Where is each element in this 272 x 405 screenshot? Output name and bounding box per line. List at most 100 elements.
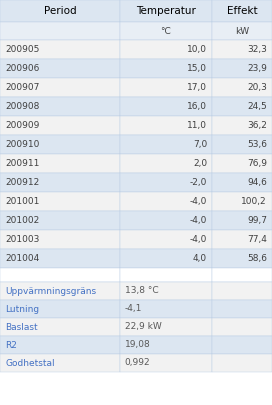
Text: Uppvärmningsgräns: Uppvärmningsgräns [5, 286, 96, 296]
Text: 4,0: 4,0 [193, 254, 207, 263]
Bar [0, 336, 120, 354]
Bar [212, 268, 272, 282]
Bar [0, 230, 120, 249]
Bar [0, 135, 120, 154]
Bar [0, 211, 120, 230]
Text: 200907: 200907 [5, 83, 39, 92]
Text: 94,6: 94,6 [247, 178, 267, 187]
Text: 58,6: 58,6 [247, 254, 267, 263]
Bar [120, 116, 212, 135]
Text: 22,9 kW: 22,9 kW [125, 322, 161, 332]
Text: 20,3: 20,3 [247, 83, 267, 92]
Bar [120, 300, 212, 318]
Bar [212, 0, 272, 22]
Text: 201003: 201003 [5, 235, 39, 244]
Bar [120, 230, 212, 249]
Bar [120, 22, 212, 40]
Bar [0, 78, 120, 97]
Bar [212, 78, 272, 97]
Text: 53,6: 53,6 [247, 140, 267, 149]
Bar [120, 318, 212, 336]
Text: 201002: 201002 [5, 216, 39, 225]
Text: 77,4: 77,4 [247, 235, 267, 244]
Bar [0, 116, 120, 135]
Text: 13,8 °C: 13,8 °C [125, 286, 158, 296]
Text: Baslast: Baslast [5, 322, 38, 332]
Bar [212, 230, 272, 249]
Text: 201004: 201004 [5, 254, 39, 263]
Bar [212, 173, 272, 192]
Text: °C: °C [160, 26, 171, 36]
Text: 2,0: 2,0 [193, 159, 207, 168]
Text: 0,992: 0,992 [125, 358, 150, 367]
Bar [212, 116, 272, 135]
Bar [0, 22, 120, 40]
Bar [0, 249, 120, 268]
Bar [0, 268, 120, 282]
Text: 200910: 200910 [5, 140, 39, 149]
Bar [0, 59, 120, 78]
Text: Lutning: Lutning [5, 305, 39, 313]
Bar [120, 0, 212, 22]
Text: 100,2: 100,2 [241, 197, 267, 206]
Text: Period: Period [44, 6, 76, 16]
Bar [120, 173, 212, 192]
Bar [212, 354, 272, 372]
Text: 99,7: 99,7 [247, 216, 267, 225]
Bar [0, 97, 120, 116]
Bar [212, 300, 272, 318]
Text: 16,0: 16,0 [187, 102, 207, 111]
Text: Godhetstal: Godhetstal [5, 358, 55, 367]
Text: 17,0: 17,0 [187, 83, 207, 92]
Bar [120, 354, 212, 372]
Text: 200906: 200906 [5, 64, 39, 73]
Text: 201001: 201001 [5, 197, 39, 206]
Text: 24,5: 24,5 [247, 102, 267, 111]
Text: -4,1: -4,1 [125, 305, 142, 313]
Bar [0, 173, 120, 192]
Bar [120, 154, 212, 173]
Text: 200908: 200908 [5, 102, 39, 111]
Text: -4,0: -4,0 [190, 235, 207, 244]
Text: 11,0: 11,0 [187, 121, 207, 130]
Bar [120, 211, 212, 230]
Bar [212, 282, 272, 300]
Text: Effekt: Effekt [227, 6, 257, 16]
Bar [212, 318, 272, 336]
Bar [212, 22, 272, 40]
Text: 200909: 200909 [5, 121, 39, 130]
Bar [212, 154, 272, 173]
Text: R2: R2 [5, 341, 17, 350]
Bar [212, 211, 272, 230]
Bar [212, 135, 272, 154]
Bar [0, 318, 120, 336]
Text: 32,3: 32,3 [247, 45, 267, 54]
Bar [0, 0, 120, 22]
Bar [0, 192, 120, 211]
Bar [0, 300, 120, 318]
Bar [120, 78, 212, 97]
Bar [120, 135, 212, 154]
Text: -4,0: -4,0 [190, 216, 207, 225]
Text: 23,9: 23,9 [247, 64, 267, 73]
Text: kW: kW [235, 26, 249, 36]
Bar [0, 40, 120, 59]
Bar [212, 336, 272, 354]
Text: 76,9: 76,9 [247, 159, 267, 168]
Bar [120, 336, 212, 354]
Text: 15,0: 15,0 [187, 64, 207, 73]
Bar [120, 40, 212, 59]
Text: 200905: 200905 [5, 45, 39, 54]
Bar [212, 40, 272, 59]
Text: 200911: 200911 [5, 159, 39, 168]
Text: 200912: 200912 [5, 178, 39, 187]
Text: 10,0: 10,0 [187, 45, 207, 54]
Text: 19,08: 19,08 [125, 341, 150, 350]
Bar [0, 154, 120, 173]
Text: Temperatur: Temperatur [136, 6, 196, 16]
Text: -4,0: -4,0 [190, 197, 207, 206]
Bar [212, 192, 272, 211]
Bar [212, 59, 272, 78]
Bar [120, 59, 212, 78]
Bar [0, 282, 120, 300]
